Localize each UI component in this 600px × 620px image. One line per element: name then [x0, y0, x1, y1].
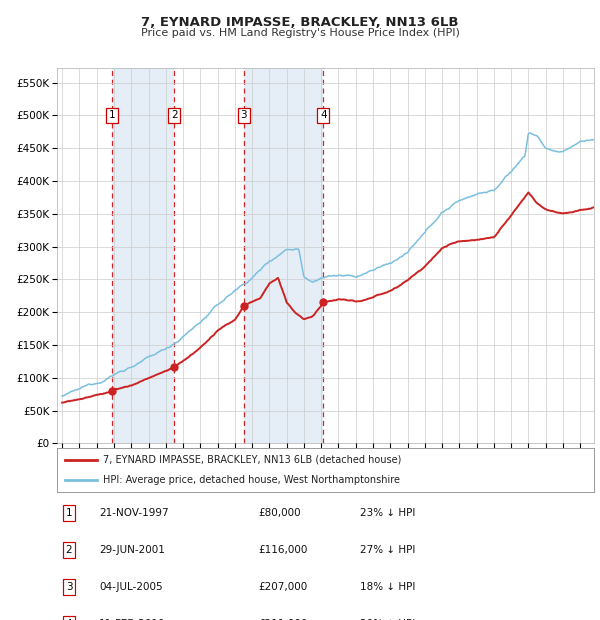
- Text: 4: 4: [65, 619, 73, 620]
- Text: HPI: Average price, detached house, West Northamptonshire: HPI: Average price, detached house, West…: [103, 475, 400, 485]
- Text: 1: 1: [65, 508, 73, 518]
- Text: 11-FEB-2010: 11-FEB-2010: [99, 619, 166, 620]
- Text: £211,000: £211,000: [258, 619, 307, 620]
- Text: 21-NOV-1997: 21-NOV-1997: [99, 508, 169, 518]
- Text: £80,000: £80,000: [258, 508, 301, 518]
- Text: 27% ↓ HPI: 27% ↓ HPI: [360, 545, 415, 555]
- Text: 18% ↓ HPI: 18% ↓ HPI: [360, 582, 415, 592]
- Bar: [112, 68, 174, 443]
- Text: 23% ↓ HPI: 23% ↓ HPI: [360, 508, 415, 518]
- Bar: [244, 68, 323, 443]
- Text: 04-JUL-2005: 04-JUL-2005: [99, 582, 163, 592]
- Text: 29-JUN-2001: 29-JUN-2001: [99, 545, 165, 555]
- Text: Price paid vs. HM Land Registry's House Price Index (HPI): Price paid vs. HM Land Registry's House …: [140, 28, 460, 38]
- Text: 7, EYNARD IMPASSE, BRACKLEY, NN13 6LB (detached house): 7, EYNARD IMPASSE, BRACKLEY, NN13 6LB (d…: [103, 454, 401, 465]
- Text: £207,000: £207,000: [258, 582, 307, 592]
- Text: 20% ↓ HPI: 20% ↓ HPI: [360, 619, 415, 620]
- Text: 4: 4: [320, 110, 326, 120]
- Text: 2: 2: [171, 110, 178, 120]
- Text: 3: 3: [241, 110, 247, 120]
- Text: 2: 2: [65, 545, 73, 555]
- Text: £116,000: £116,000: [258, 545, 307, 555]
- Text: 1: 1: [109, 110, 115, 120]
- Text: 3: 3: [65, 582, 73, 592]
- Text: 7, EYNARD IMPASSE, BRACKLEY, NN13 6LB: 7, EYNARD IMPASSE, BRACKLEY, NN13 6LB: [141, 16, 459, 29]
